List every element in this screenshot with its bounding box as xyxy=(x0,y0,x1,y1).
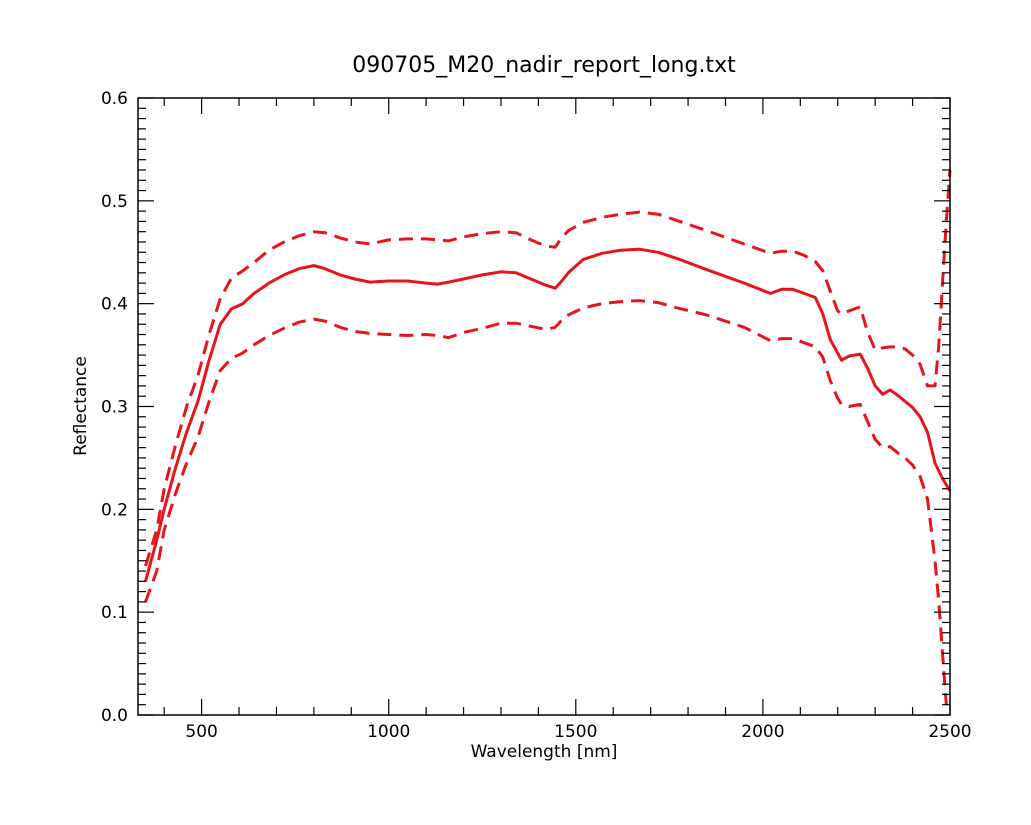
series-layer xyxy=(144,169,952,705)
x-tick-label: 500 xyxy=(185,722,217,742)
series-line-bound-1 xyxy=(144,169,952,567)
series-line-mean xyxy=(144,247,952,582)
x-tick-label: 1000 xyxy=(367,722,410,742)
x-tick-label: 1500 xyxy=(554,722,597,742)
x-axis-title: Wavelength [nm] xyxy=(471,742,618,762)
plot-frame xyxy=(137,97,951,716)
y-tick-label: 0.1 xyxy=(101,603,128,623)
chart-title: 090705_M20_nadir_report_long.txt xyxy=(352,53,736,78)
x-tick-label: 2000 xyxy=(741,722,784,742)
tick-layer xyxy=(138,97,951,716)
x-tick-label: 2500 xyxy=(928,722,971,742)
y-tick-label: 0.5 xyxy=(101,192,128,212)
y-tick-label: 0.3 xyxy=(101,398,128,418)
tick-label-layer: 500 1000 1500 2000 2500 0.0 0.1 0.2 0.3 0.4 0.5 0.6 xyxy=(101,89,972,742)
y-tick-label: 0.6 xyxy=(101,89,128,109)
y-tick-label: 0.0 xyxy=(101,706,128,726)
y-axis-title: Reflectance xyxy=(71,356,91,456)
y-tick-label: 0.2 xyxy=(101,500,128,520)
y-tick-label: 0.4 xyxy=(101,295,128,315)
series-line-bound-2 xyxy=(144,299,948,705)
